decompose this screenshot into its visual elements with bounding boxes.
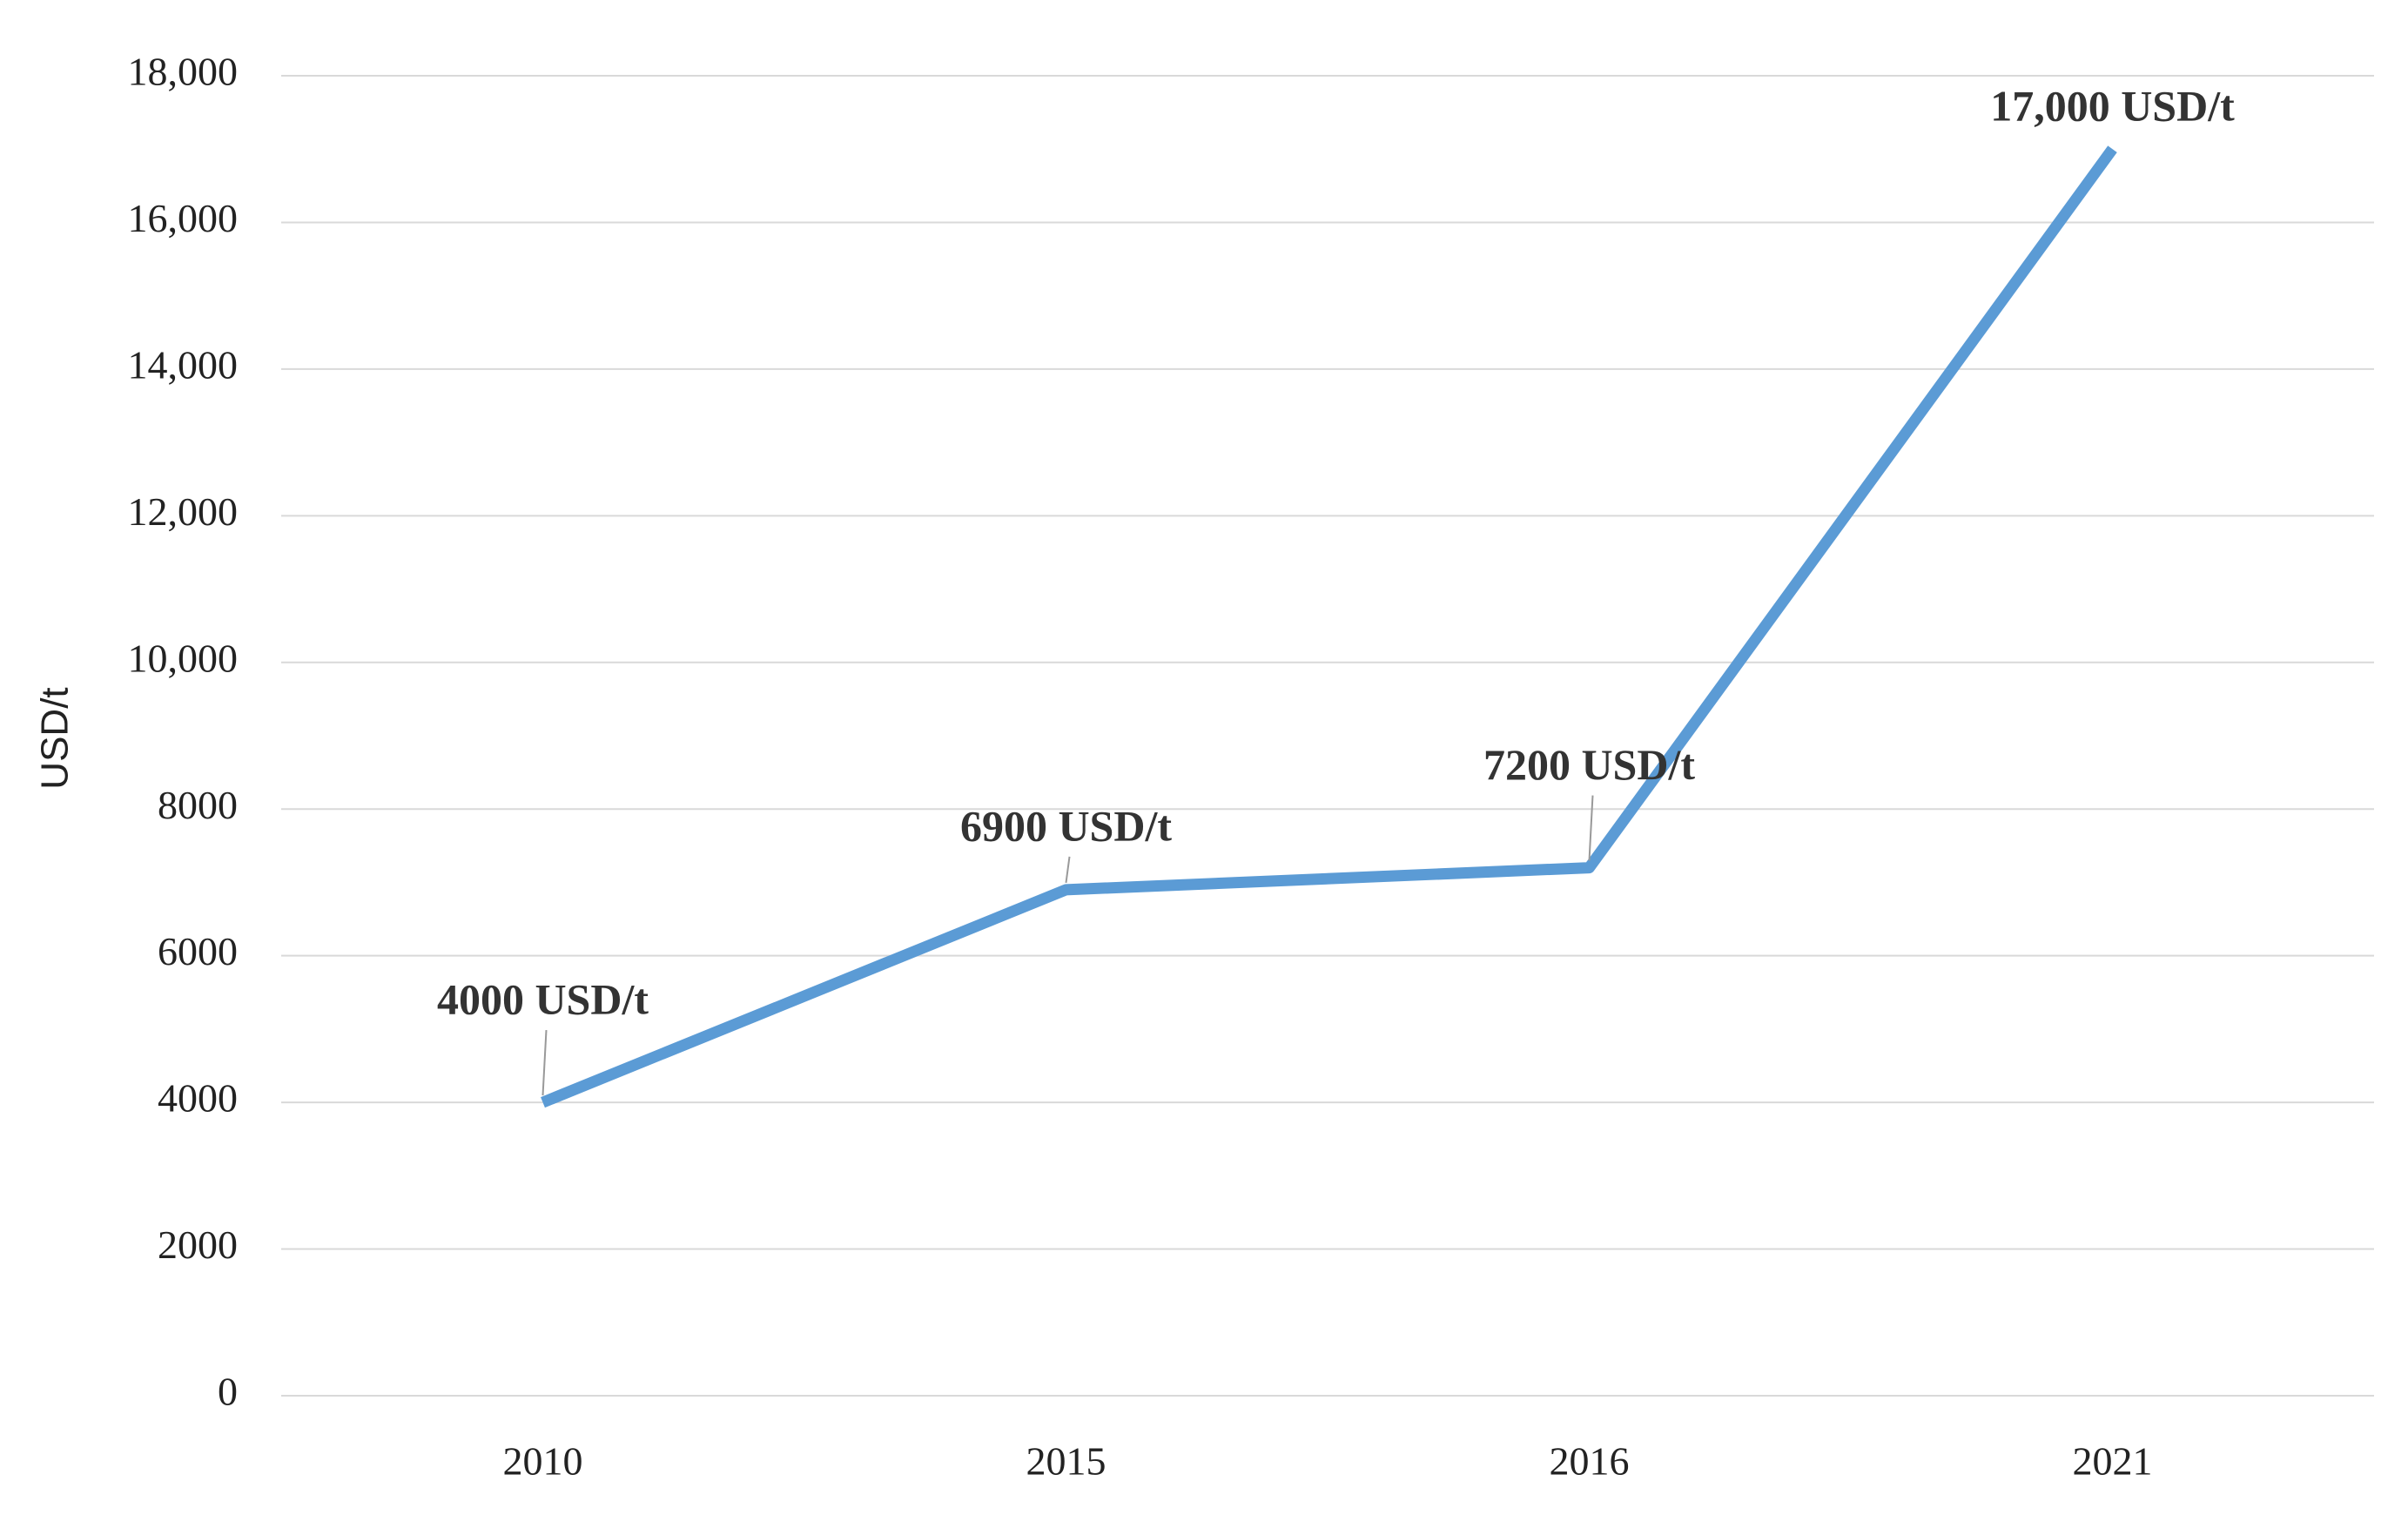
y-tick-label: 2000 <box>158 1222 238 1267</box>
data-label: 4000 USD/t <box>437 975 649 1024</box>
data-label: 6900 USD/t <box>960 801 1172 850</box>
y-tick-label: 14,000 <box>128 342 239 387</box>
y-tick-label: 12,000 <box>128 489 239 534</box>
y-tick-label: 8000 <box>158 783 238 827</box>
leader-line <box>1588 795 1594 861</box>
data-label: 17,000 USD/t <box>1990 82 2235 131</box>
y-tick-label: 6000 <box>158 929 238 973</box>
y-tick-label: 4000 <box>158 1076 238 1121</box>
y-tick-label: 18,000 <box>128 50 239 94</box>
y-tick-label: 10,000 <box>128 636 239 680</box>
y-tick-label: 16,000 <box>128 196 239 240</box>
x-tick-label: 2016 <box>1550 1439 1630 1484</box>
data-label: 7200 USD/t <box>1483 740 1695 789</box>
line <box>541 145 2117 1108</box>
leader-line <box>1065 856 1071 883</box>
x-tick-label: 2015 <box>1026 1439 1106 1484</box>
leader-line <box>541 1030 548 1096</box>
x-tick-label: 2010 <box>503 1439 583 1484</box>
x-tick-label: 2021 <box>2073 1439 2153 1484</box>
y-tick-label: 0 <box>218 1370 238 1414</box>
y-axis-title: USD/t <box>34 687 77 789</box>
